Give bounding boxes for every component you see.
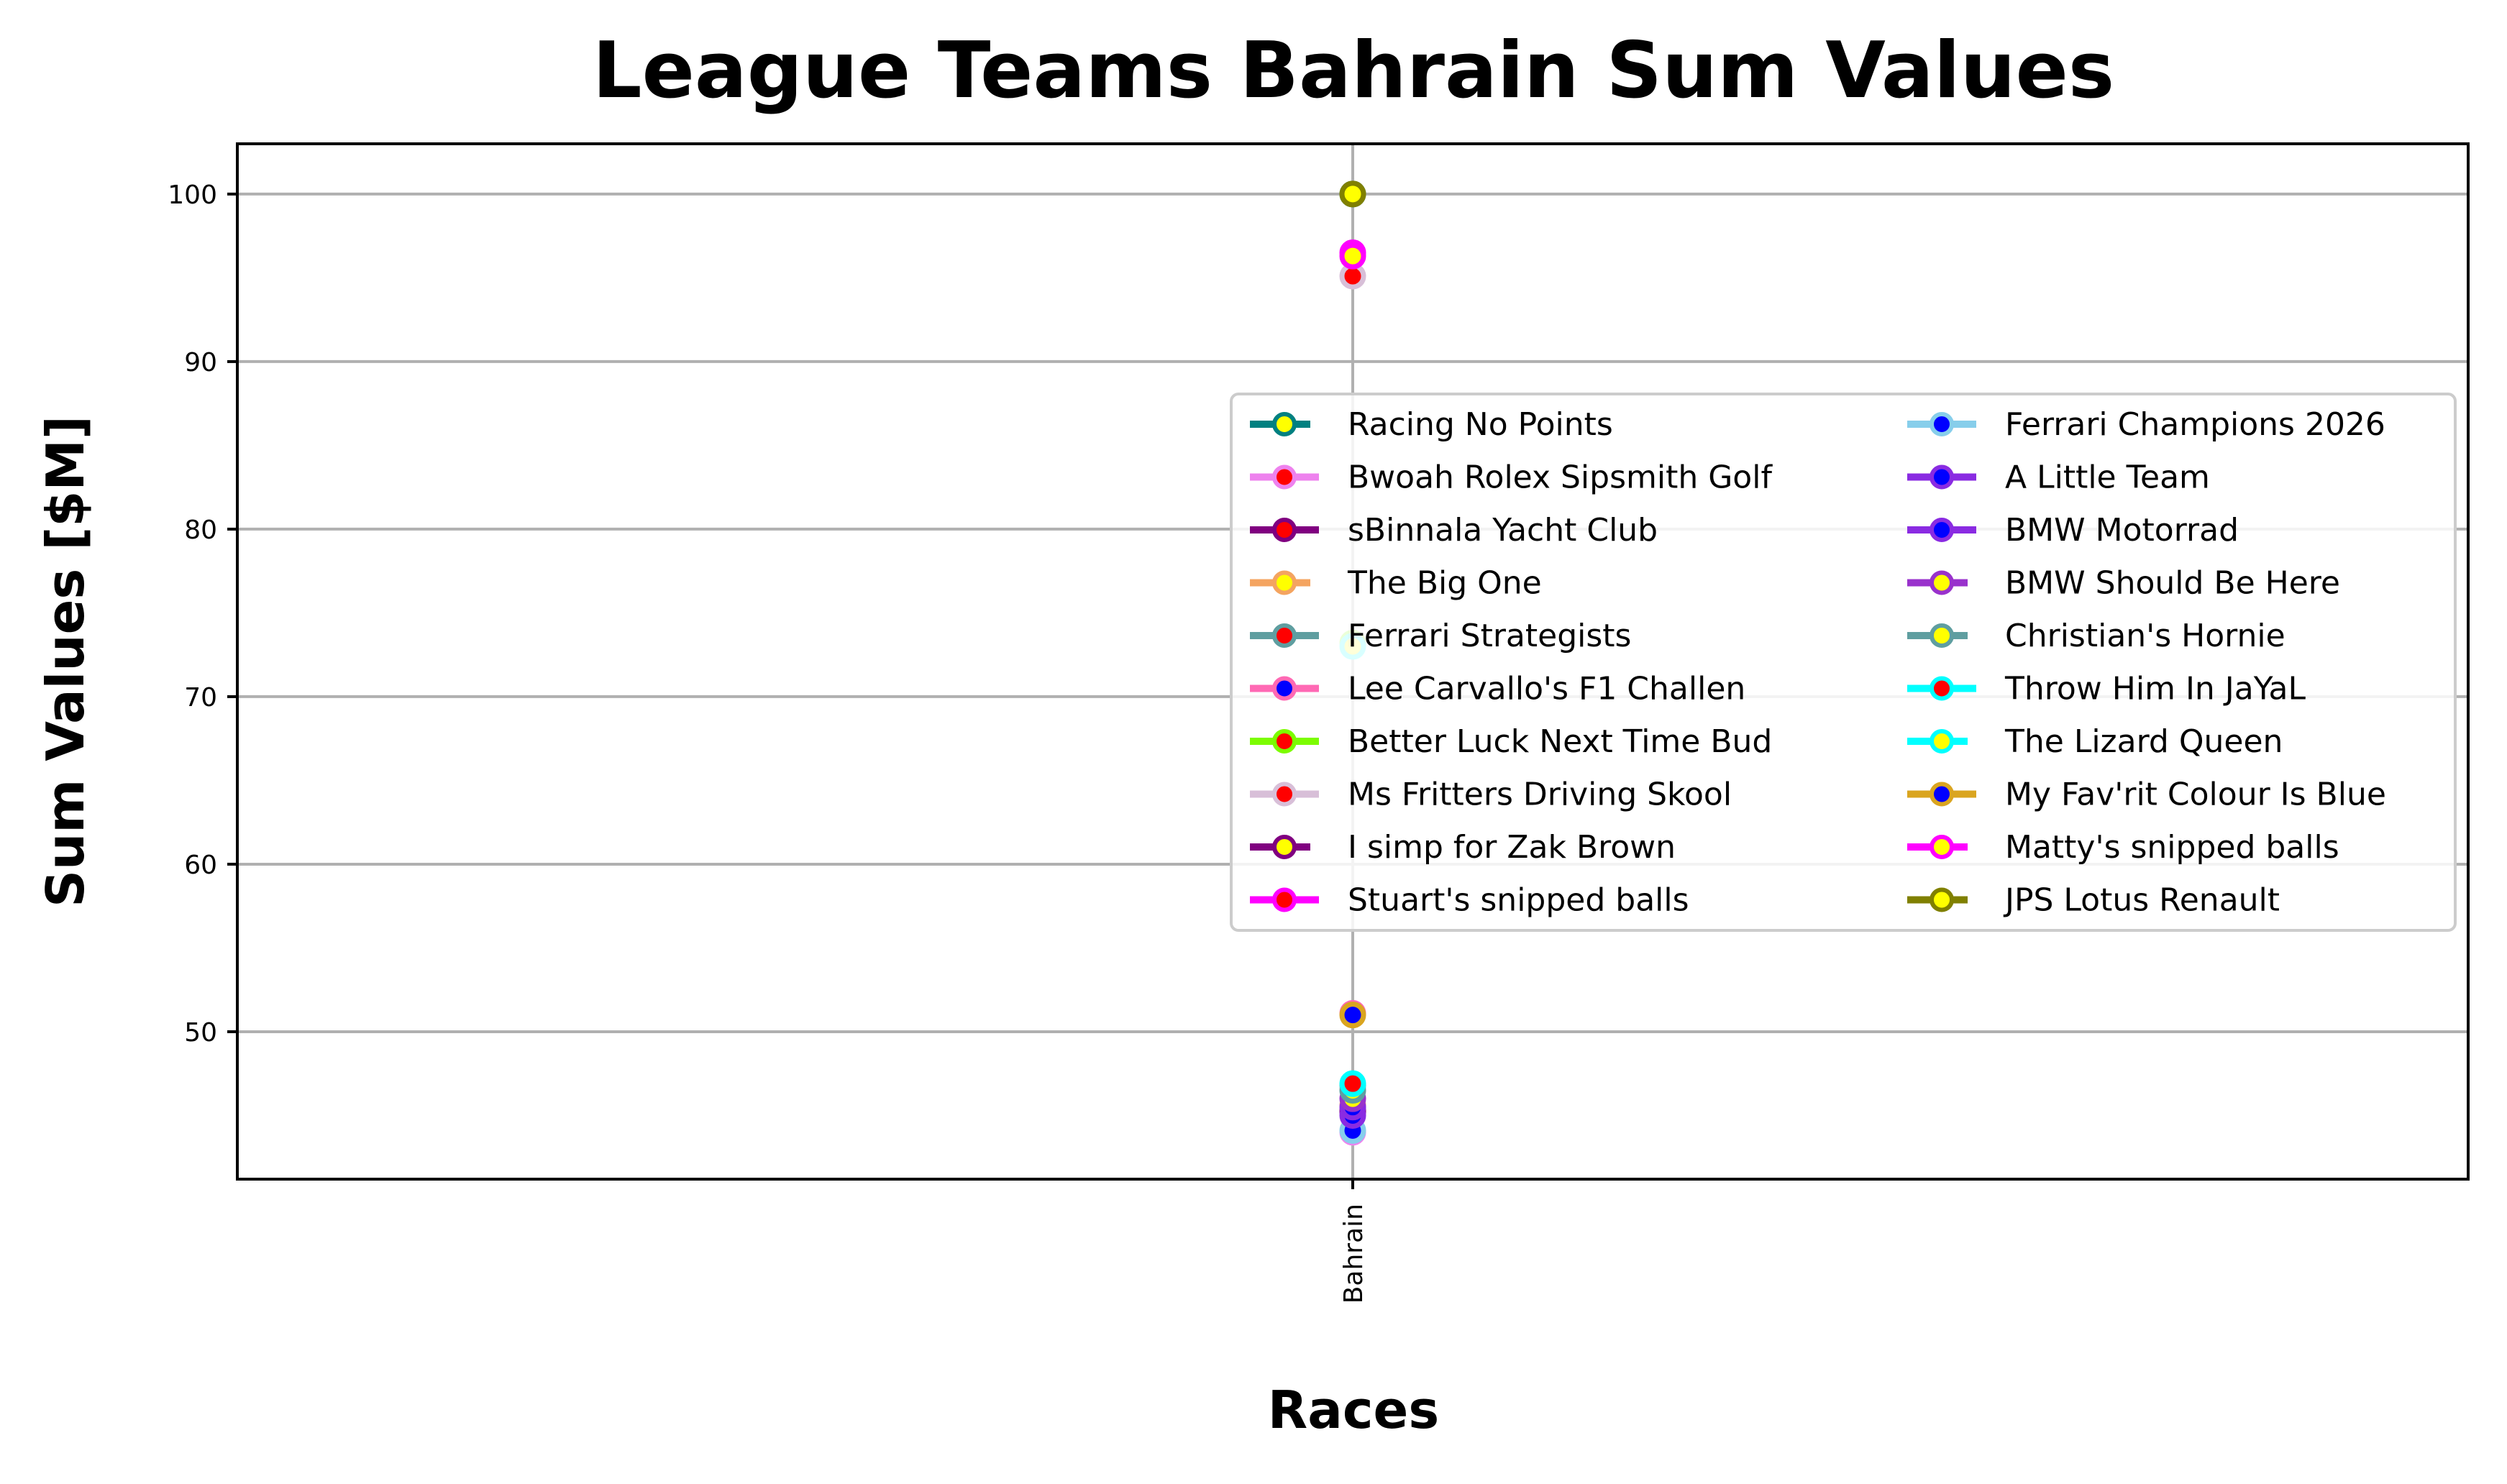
legend-marker: [1930, 464, 1954, 490]
legend-marker: [1930, 412, 1954, 436]
data-point: [1339, 180, 1366, 208]
legend-entry-label: My Fav'rit Colour Is Blue: [2005, 777, 2386, 813]
legend-entry-label: The Lizard Queen: [2004, 723, 2283, 760]
legend-entry-label: Christian's Hornie: [2005, 618, 2285, 654]
legend-marker: [1930, 782, 1954, 807]
y-tick-label: 50: [184, 1018, 217, 1048]
y-tick-label: 80: [184, 516, 217, 545]
data-point: [1339, 242, 1366, 270]
legend-marker: [1272, 835, 1297, 859]
legend-marker: [1930, 835, 1954, 859]
legend-entry-label: Ferrari Champions 2026: [2005, 406, 2385, 443]
legend-entry-label: I simp for Zak Brown: [1348, 829, 1676, 866]
data-point: [1339, 1002, 1366, 1029]
ticks-layer: 50 60 70 80 90 100 Bahrain: [168, 180, 1369, 1304]
legend-marker: [1930, 518, 1954, 542]
legend-marker: [1272, 676, 1297, 701]
legend-entry-label: JPS Lotus Renault: [2003, 882, 2280, 919]
chart-title: League Teams Bahrain Sum Values: [593, 26, 2114, 116]
data-point: [1339, 1070, 1366, 1097]
legend-entry-label: Matty's snipped balls: [2005, 829, 2339, 866]
legend-entry-label: The Big One: [1347, 565, 1542, 602]
legend-entry-label: Better Luck Next Time Bud: [1348, 723, 1772, 760]
legend-marker: [1272, 464, 1297, 490]
y-tick-label: 100: [168, 180, 217, 210]
legend-frame: [1230, 393, 2457, 932]
x-tick-label: Bahrain: [1339, 1204, 1369, 1304]
legend-marker: [1930, 729, 1954, 754]
y-tick-label: 60: [184, 851, 217, 880]
legend-marker: [1272, 570, 1297, 595]
legend-marker: [1272, 623, 1297, 648]
legend-entry-label: BMW Motorrad: [2005, 512, 2239, 549]
legend-marker: [1930, 570, 1954, 595]
legend-entry-label: A Little Team: [2005, 459, 2210, 496]
y-tick-label: 90: [184, 348, 217, 377]
legend-marker: [1272, 887, 1297, 912]
legend-marker: [1930, 887, 1954, 912]
legend-marker: [1272, 412, 1297, 436]
legend-entry-label: Lee Carvallo's F1 Challen: [1348, 671, 1745, 707]
legend-entry-label: Throw Him In JaYaL: [2004, 671, 2306, 707]
y-tick-label: 70: [184, 683, 217, 713]
legend-marker: [1272, 729, 1297, 754]
legend-entry-label: Bwoah Rolex Sipsmith Golf: [1348, 459, 1773, 496]
legend-entry-label: BMW Should Be Here: [2005, 565, 2340, 602]
legend: Racing No Points Bwoah Rolex Sipsmith Gol…: [1230, 393, 2457, 932]
legend-marker: [1930, 623, 1954, 648]
x-axis-label: Races: [1268, 1380, 1439, 1440]
legend-entry-label: Ferrari Strategists: [1348, 618, 1631, 654]
legend-entry-label: Stuart's snipped balls: [1348, 882, 1689, 919]
legend-entry-label: sBinnala Yacht Club: [1348, 512, 1658, 549]
legend-entry-label: Ms Fritters Driving Skool: [1348, 777, 1732, 813]
legend-marker: [1272, 518, 1297, 542]
y-axis-label: Sum Values [$M]: [35, 416, 96, 907]
legend-marker: [1930, 676, 1954, 701]
legend-entry-label: Racing No Points: [1348, 406, 1613, 443]
legend-marker: [1272, 782, 1297, 807]
